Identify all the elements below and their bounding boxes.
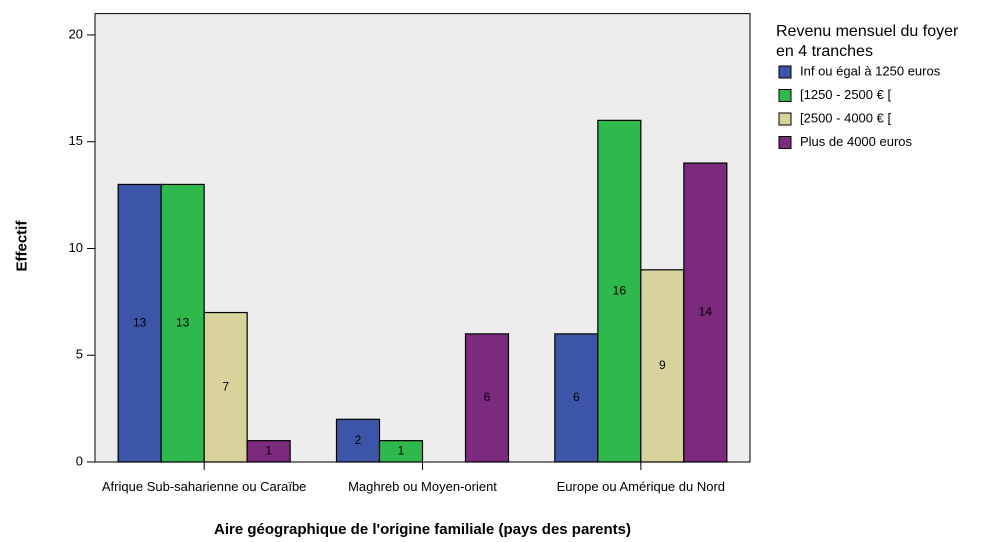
data-label: 1: [265, 443, 272, 457]
legend-swatch: [778, 112, 792, 126]
legend-label: Plus de 4000 euros: [800, 134, 913, 149]
x-tick-label: Maghreb ou Moyen-orient: [348, 479, 497, 494]
x-axis-title: Aire géographique de l'origine familiale…: [213, 521, 631, 538]
bar: [246, 440, 291, 463]
bar: [683, 162, 728, 463]
bar: [378, 440, 424, 463]
legend-label: [2500 - 4000 € [: [800, 110, 891, 125]
data-label: 6: [484, 390, 491, 404]
legend-title: Revenu mensuel du foyer en 4 tranches: [776, 23, 959, 60]
data-label: 7: [222, 379, 229, 393]
x-tick-label: Afrique Sub-saharienne ou Caraïbe: [101, 479, 307, 494]
legend-swatch: [778, 89, 792, 102]
data-label: 13: [176, 315, 190, 329]
data-label: 1: [398, 443, 405, 457]
data-label: 6: [573, 390, 580, 404]
legend-swatch: [778, 136, 792, 149]
x-tick-label: Europe ou Amérique du Nord: [556, 479, 726, 494]
y-tick-label: 10: [69, 240, 83, 255]
y-tick-label: 5: [76, 347, 83, 362]
y-tick-label: 15: [69, 133, 83, 148]
bar: [335, 418, 381, 463]
y-tick-label: 20: [69, 26, 83, 41]
data-label: 16: [613, 283, 627, 297]
bar: [464, 333, 510, 463]
legend-swatch: [778, 65, 792, 79]
data-label: 2: [355, 433, 362, 447]
legend-label: Inf ou égal à 1250 euros: [800, 63, 941, 78]
bar: [203, 311, 248, 463]
bar: [554, 333, 599, 463]
data-label: 14: [699, 305, 713, 319]
bar: [597, 119, 642, 463]
bar: [640, 269, 685, 463]
legend-label: [1250 - 2500 € [: [800, 87, 891, 102]
data-label: 13: [133, 315, 147, 329]
y-axis-title: Effectif: [13, 220, 31, 272]
y-tick-label: 0: [76, 453, 83, 468]
data-label: 9: [659, 358, 666, 372]
